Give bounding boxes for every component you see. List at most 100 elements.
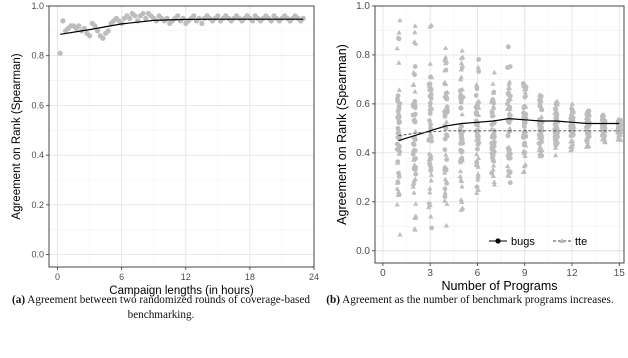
chart-b-x-axis-label: Number of Programs: [441, 279, 557, 293]
chart-a-point: [87, 33, 93, 39]
chart-a-x-tick-label: 24: [309, 272, 319, 282]
chart-b-point-tte: [443, 152, 449, 157]
chart-b-point-tte: [600, 130, 606, 135]
chart-b-point-bugs: [476, 57, 481, 62]
chart-b-y-tick-label: 0.0: [356, 246, 370, 257]
chart-b-point-tte: [616, 136, 622, 141]
chart-b-point-tte: [444, 93, 450, 98]
chart-b-point-tte: [506, 79, 513, 84]
chart-b-point-tte: [490, 90, 496, 95]
chart-b-point-tte: [552, 113, 558, 119]
chart-b-point-tte: [442, 170, 448, 175]
chart-b-point-tte: [411, 39, 417, 44]
chart-a-panel: [49, 6, 314, 267]
chart-a-border: [48, 5, 315, 268]
chart-b-point-bugs: [412, 111, 418, 117]
chart-b-legend-marker-tte: [559, 238, 565, 243]
chart-b-point-tte: [426, 156, 432, 162]
chart-b-point-tte: [426, 83, 432, 89]
chart-b-point-tte: [394, 160, 401, 165]
chart-b-point-tte: [553, 152, 559, 158]
chart-b-point-tte: [491, 179, 497, 184]
chart-b-point-tte: [458, 159, 464, 165]
chart-b-point-tte: [413, 201, 419, 206]
chart-b-x-tick-label: 15: [614, 268, 626, 279]
chart-b-point-tte: [396, 143, 403, 148]
chart-a-point: [191, 13, 197, 19]
chart-b-point-bugs: [428, 106, 434, 112]
chart-b-point-bugs: [458, 99, 464, 105]
chart-a-x-tick-label: 18: [245, 272, 255, 282]
chart-b-y-tick-label: 1.0: [356, 1, 370, 12]
chart-b-point-tte: [585, 126, 591, 132]
chart-a-point: [175, 13, 181, 19]
chart-b-point-tte: [428, 213, 434, 219]
chart-b-point-tte: [410, 157, 417, 162]
chart-b-point-tte: [394, 129, 401, 135]
chart-b-point-tte: [554, 102, 560, 107]
chart-b-point-tte: [397, 17, 403, 23]
chart-b-trend-line-bugs: [398, 117, 620, 142]
chart-b-point-tte: [457, 168, 464, 174]
chart-b-point-tte: [428, 152, 434, 158]
chart-b-x-tick-label: 9: [522, 268, 528, 279]
chart-b-point-tte: [583, 144, 590, 149]
chart-a-point: [57, 50, 63, 56]
chart-b-point-tte: [521, 115, 527, 121]
chart-b-point-tte: [475, 171, 481, 177]
chart-b-point-tte: [427, 87, 433, 93]
chart-a-y-tick-label: 0.4: [31, 150, 44, 160]
chart-b-point-tte: [523, 92, 529, 97]
chart-b-point-tte: [506, 81, 512, 86]
chart-a-y-tick-label: 0.2: [31, 200, 44, 210]
chart-a-point: [140, 10, 146, 17]
chart-b-point-tte: [506, 173, 512, 178]
chart-a-point: [105, 28, 111, 34]
chart-b-point-tte: [506, 144, 512, 150]
chart-b-point-bugs: [427, 118, 432, 124]
chart-b-point-tte: [442, 67, 448, 73]
chart-b-point-bugs: [539, 107, 544, 112]
chart-b-point-tte: [394, 45, 400, 51]
chart-b-point-tte: [506, 148, 512, 153]
chart-a-trend-line: [60, 18, 304, 35]
chart-b-point-tte: [475, 187, 481, 192]
chart-b-point-tte: [489, 109, 495, 114]
chart-b-point-tte: [473, 108, 479, 113]
chart-b-point-tte: [460, 54, 466, 60]
chart-b-point-bugs: [505, 44, 511, 50]
chart-b-point-tte: [491, 147, 497, 153]
chart-b-point-tte: [490, 173, 496, 178]
chart-b-point-tte: [570, 131, 576, 136]
chart-b-point-tte: [475, 164, 481, 169]
chart-b-point-tte: [444, 104, 450, 110]
chart-b-point-tte: [552, 127, 558, 133]
caption-a: (a) Agreement between two randomized rou…: [2, 293, 320, 323]
chart-b-point-tte: [568, 147, 574, 153]
chart-a-y-tick-label: 1.0: [31, 1, 44, 11]
chart-b-point-bugs: [507, 155, 513, 161]
chart-b-point-tte: [427, 102, 433, 108]
chart-b-border: [374, 5, 625, 264]
chart-b-point-tte: [491, 158, 497, 164]
chart-a: 0 6 12 18 24 0.0 0.2 0.4 0.6 0.8 1.0 Campaign lengt…: [11, 1, 319, 297]
chart-b-legend-label-tte: tte: [575, 236, 587, 248]
chart-b-point-tte: [459, 183, 465, 189]
chart-b-point-tte: [410, 147, 416, 152]
chart-b-point-tte: [475, 64, 481, 70]
chart-b-point-tte: [475, 128, 481, 133]
chart-b-point-tte: [569, 113, 576, 119]
chart-b-point-tte: [584, 139, 590, 144]
chart-a-point: [95, 28, 101, 34]
chart-a-y-tick-label: 0.6: [31, 100, 44, 110]
chart-b-point-tte: [537, 95, 544, 101]
chart-b-point-tte: [442, 176, 448, 182]
chart-b-point-tte: [616, 130, 622, 136]
chart-b-point-tte: [442, 198, 448, 203]
chart-a-point: [60, 18, 66, 24]
chart-b-point-tte: [475, 155, 482, 160]
chart-b-point-tte: [413, 213, 419, 219]
chart-b-point-tte: [505, 89, 511, 95]
chart-b-point-tte: [553, 140, 560, 146]
